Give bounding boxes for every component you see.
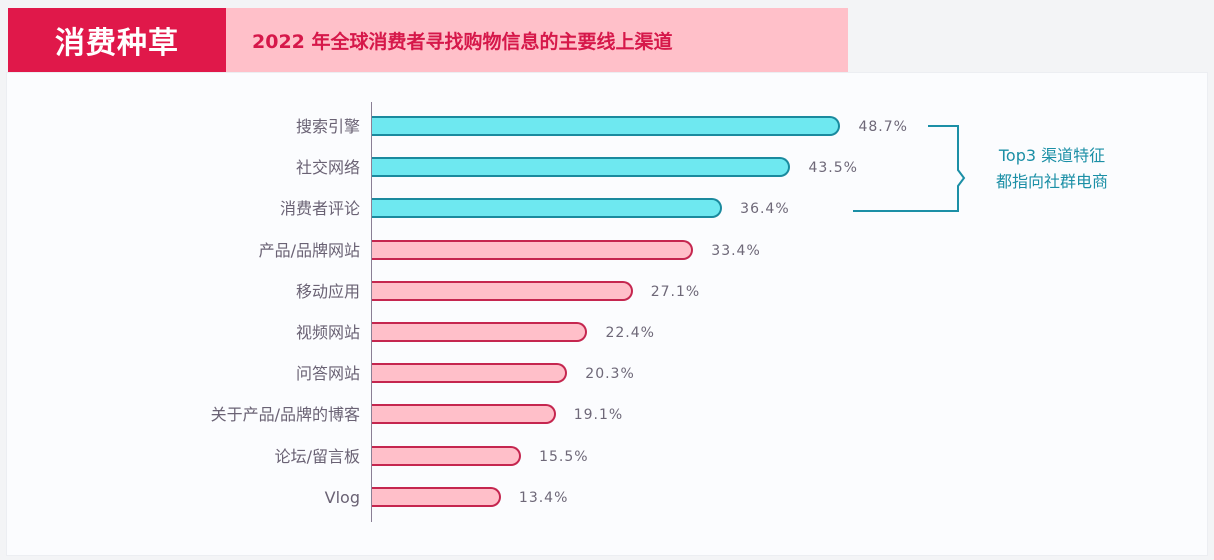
bar	[372, 116, 841, 136]
value-label: 33.4%	[711, 242, 761, 259]
bar-row: 产品/品牌网站 33.4%	[0, 239, 1214, 263]
category-label: Vlog	[324, 487, 360, 507]
category-label: 关于产品/品牌的博客	[210, 405, 360, 425]
value-label: 13.4%	[518, 489, 569, 506]
bar-row: 移动应用 27.1%	[0, 280, 1214, 304]
bar-row: 论坛/留言板 15.5%	[0, 445, 1214, 469]
category-label: 问答网站	[295, 364, 360, 384]
bar-row: 社交网络 43.5%	[0, 156, 1214, 180]
bar	[372, 486, 501, 507]
value-label: 43.5%	[808, 160, 858, 177]
bar	[372, 157, 791, 178]
category-label: 搜索引擎	[295, 117, 360, 136]
bar	[372, 363, 568, 384]
chart-title: 2022 年全球消费者寻找购物信息的主要线上渠道	[252, 30, 673, 53]
bar	[372, 322, 588, 342]
value-label: 20.3%	[585, 366, 635, 383]
y-axis-line	[371, 102, 372, 522]
value-label: 15.5%	[539, 448, 589, 465]
value-label: 48.7%	[858, 119, 908, 135]
category-label: 论坛/留言板	[274, 446, 360, 466]
bar	[372, 445, 522, 466]
value-label: 27.1%	[650, 283, 701, 300]
bar-row: 问答网站 20.3%	[0, 362, 1214, 386]
category-label: 产品/品牌网站	[258, 240, 360, 260]
bar-row: 消费者评论 36.4%	[0, 197, 1214, 221]
callout-line-1: Top3 渠道特征	[998, 146, 1106, 165]
bar	[372, 198, 723, 219]
bar	[372, 404, 556, 425]
category-label: 移动应用	[295, 281, 360, 301]
bar	[372, 280, 633, 301]
bar-row: 视频网站 22.4%	[0, 321, 1214, 345]
bar	[372, 239, 694, 260]
value-label: 19.1%	[573, 407, 624, 424]
section-tag: 消费种草	[8, 8, 226, 72]
bar-row: Vlog 13.4%	[0, 486, 1214, 510]
category-label: 视频网站	[295, 323, 360, 342]
bar-row: 关于产品/品牌的博客 19.1%	[0, 403, 1214, 427]
top3-callout: Top3 渠道特征 都指向社群电商	[972, 143, 1132, 195]
chart-card	[6, 72, 1208, 556]
bar-row: 搜索引擎 48.7%	[0, 115, 1214, 139]
value-label: 36.4%	[740, 201, 790, 218]
callout-line-2: 都指向社群电商	[995, 172, 1108, 191]
value-label: 22.4%	[605, 325, 655, 341]
category-label: 消费者评论	[279, 199, 360, 219]
category-label: 社交网络	[295, 158, 360, 178]
